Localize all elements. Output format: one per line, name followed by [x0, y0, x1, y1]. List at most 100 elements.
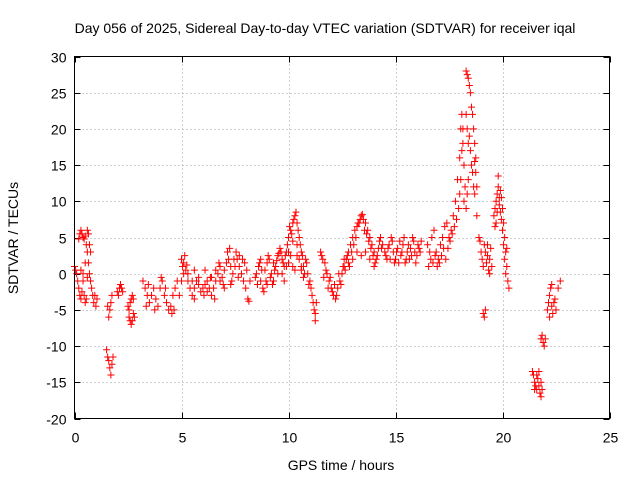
data-point — [358, 210, 366, 218]
data-point — [240, 277, 248, 285]
data-point — [416, 248, 424, 256]
data-point — [502, 248, 510, 256]
x-axis-title: GPS time / hours — [288, 457, 395, 473]
data-point — [427, 255, 435, 263]
data-point — [260, 288, 268, 296]
data-point — [188, 277, 196, 285]
data-point — [256, 259, 264, 267]
data-point — [105, 313, 113, 321]
data-point — [183, 261, 191, 269]
data-point — [497, 215, 505, 223]
data-point — [466, 147, 474, 155]
x-tick-label: 5 — [179, 430, 187, 446]
data-point — [484, 241, 492, 249]
data-point — [251, 273, 259, 281]
data-point — [83, 273, 91, 281]
data-point — [552, 306, 560, 314]
data-point — [537, 378, 545, 386]
y-tick-label: 5 — [59, 231, 67, 247]
y-tick-label: 0 — [59, 267, 67, 283]
data-point — [341, 266, 349, 274]
data-point — [344, 259, 352, 267]
data-point — [433, 262, 441, 270]
data-point — [466, 89, 474, 97]
data-point — [397, 252, 405, 260]
data-point — [139, 277, 147, 285]
data-point — [460, 197, 468, 205]
data-point — [467, 103, 475, 111]
data-point — [83, 226, 91, 234]
data-point — [320, 273, 328, 281]
data-point — [182, 266, 190, 274]
data-point — [499, 226, 506, 234]
data-point — [445, 234, 453, 241]
data-point — [533, 371, 541, 379]
data-point — [108, 291, 116, 299]
data-point — [395, 259, 403, 267]
data-point — [500, 219, 508, 227]
data-point — [399, 241, 407, 249]
data-point — [199, 284, 207, 292]
data-point — [90, 299, 98, 307]
data-point — [326, 273, 334, 281]
data-point — [274, 270, 282, 278]
data-point — [333, 291, 341, 299]
data-point — [168, 310, 176, 318]
data-point — [379, 241, 387, 249]
data-point — [370, 262, 378, 270]
data-point — [151, 306, 159, 314]
data-point — [409, 234, 417, 241]
data-point — [349, 255, 357, 263]
data-point — [447, 226, 455, 234]
data-point — [311, 310, 319, 318]
data-point — [212, 266, 220, 274]
data-point — [293, 252, 301, 260]
data-point — [141, 284, 149, 292]
data-point — [295, 255, 303, 263]
data-point — [554, 284, 562, 292]
data-point — [87, 248, 95, 256]
data-point — [283, 241, 291, 249]
data-point — [105, 357, 113, 365]
data-point — [403, 248, 411, 256]
data-point — [357, 212, 365, 220]
data-point — [405, 255, 413, 263]
data-point — [387, 234, 395, 241]
data-point — [386, 255, 394, 263]
data-point — [366, 234, 374, 241]
data-point — [501, 255, 509, 263]
data-point — [201, 281, 209, 289]
data-point — [336, 277, 344, 285]
data-point — [444, 244, 452, 252]
data-point — [264, 252, 272, 260]
data-point — [228, 277, 236, 285]
data-point — [504, 277, 512, 285]
data-point — [117, 281, 125, 289]
data-point — [232, 248, 240, 256]
data-point — [354, 219, 362, 227]
data-point — [271, 266, 279, 274]
data-point — [190, 284, 198, 292]
data-point — [324, 284, 332, 292]
data-point — [484, 252, 492, 260]
data-point — [107, 371, 115, 379]
data-point — [353, 223, 361, 231]
data-point — [270, 277, 278, 285]
y-tick-label: 20 — [51, 122, 67, 138]
data-point — [462, 205, 470, 213]
data-point — [109, 353, 117, 361]
data-point — [286, 223, 294, 231]
data-point — [547, 284, 555, 292]
data-point — [401, 259, 409, 267]
data-point — [362, 248, 370, 256]
data-point — [371, 259, 379, 267]
x-tick-label: 15 — [389, 430, 405, 446]
data-point — [417, 237, 425, 245]
data-point — [546, 291, 554, 299]
data-point — [241, 259, 249, 267]
data-point — [287, 252, 295, 260]
data-point — [492, 197, 500, 205]
data-point — [150, 284, 158, 292]
data-point — [481, 306, 489, 314]
